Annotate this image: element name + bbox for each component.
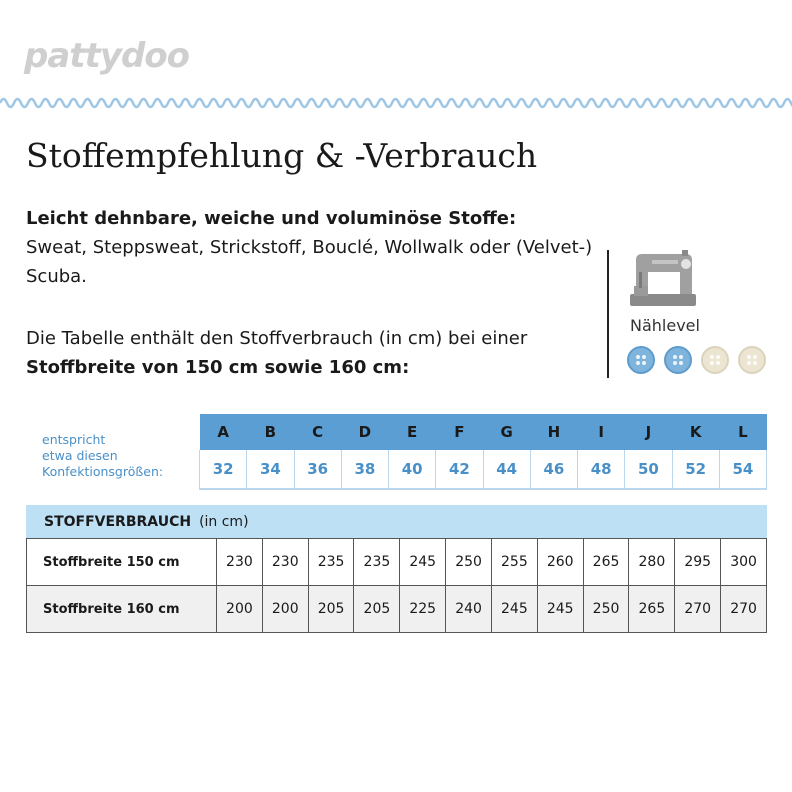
size-letter-cell: G [483, 414, 531, 450]
consumption-value-cell: 245 [490, 585, 538, 633]
consumption-value-cell: 270 [720, 585, 767, 633]
size-number-cell: 34 [246, 450, 295, 490]
table-note: Die Tabelle enthält den Stoffverbrauch (… [26, 324, 596, 382]
consumption-value-cell: 265 [628, 585, 676, 633]
size-number-cell: 50 [624, 450, 673, 490]
consumption-value-cell: 205 [353, 585, 401, 633]
consumption-header: STOFFVERBRAUCH (in cm) [26, 505, 767, 538]
consumption-table: Stoffbreite 150 cm 230 230 235 235 245 250 255 2… [26, 538, 767, 633]
size-letter-cell: D [341, 414, 389, 450]
sewing-machine-icon [630, 250, 696, 306]
table-note-bold: Stoffbreite von 150 cm sowie 160 cm: [26, 357, 410, 378]
consumption-value-cell: 260 [536, 538, 584, 586]
size-number-row: 32 34 36 38 40 42 44 46 48 50 52 54 [198, 450, 768, 490]
size-letter-cell: H [530, 414, 578, 450]
size-letter-cell: K [672, 414, 720, 450]
size-caption-line: entspricht [42, 432, 106, 447]
button-icon [701, 346, 729, 374]
consumption-value-cell: 205 [307, 585, 355, 633]
size-number-cell: 36 [293, 450, 342, 490]
consumption-value-cell: 245 [399, 538, 447, 586]
consumption-value-cell: 270 [674, 585, 722, 633]
sewing-level-rating [627, 346, 766, 374]
size-letter-cell: L [719, 414, 767, 450]
consumption-value-cell: 225 [399, 585, 447, 633]
size-number-cell: 40 [387, 450, 437, 490]
size-number-cell: 46 [529, 450, 579, 490]
button-icon [664, 346, 692, 374]
button-icon [738, 346, 766, 374]
consumption-value-cell: 200 [261, 585, 309, 633]
size-letter-cell: E [388, 414, 436, 450]
consumption-value-cell: 250 [582, 585, 630, 633]
consumption-value-cell: 255 [490, 538, 538, 586]
consumption-value-cell: 235 [353, 538, 401, 586]
consumption-value-cell: 230 [216, 538, 263, 586]
consumption-value-cell: 230 [261, 538, 309, 586]
size-letter-cell: J [624, 414, 672, 450]
size-letter-cell: C [294, 414, 342, 450]
sewing-level-label: Nählevel [630, 316, 700, 335]
table-row: Stoffbreite 150 cm 230 230 235 235 245 250 255 2… [26, 538, 767, 586]
size-number-cell: 38 [340, 450, 390, 490]
size-number-cell: 42 [435, 450, 484, 490]
size-number-cell: 48 [576, 450, 626, 490]
page-title: Stoffempfehlung & -Verbrauch [26, 136, 538, 175]
fabric-description: Leicht dehnbare, weiche und voluminöse S… [26, 204, 596, 291]
consumption-header-title: STOFFVERBRAUCH [44, 513, 192, 530]
size-caption: entspricht etwa diesen Konfektionsgrößen… [42, 432, 163, 480]
consumption-value-cell: 250 [445, 538, 492, 586]
fabric-list: Sweat, Steppsweat, Strickstoff, Bouclé, … [26, 237, 593, 287]
size-number-cell: 44 [482, 450, 531, 490]
size-number-cell: 54 [718, 450, 768, 490]
table-note-text: Die Tabelle enthält den Stoffverbrauch (… [26, 328, 528, 349]
row-label: Stoffbreite 150 cm [26, 538, 217, 586]
button-icon [627, 346, 655, 374]
fabric-intro: Leicht dehnbare, weiche und voluminöse S… [26, 208, 517, 229]
consumption-value-cell: 265 [582, 538, 630, 586]
pattydoo-logo: pattydoo [24, 36, 190, 76]
table-row: Stoffbreite 160 cm 200 200 205 205 225 240 245 2… [26, 585, 767, 633]
size-letter-cell: I [577, 414, 625, 450]
size-letter-cell: A [199, 414, 247, 450]
consumption-value-cell: 295 [674, 538, 722, 586]
consumption-value-cell: 235 [307, 538, 355, 586]
consumption-value-cell: 240 [445, 585, 492, 633]
consumption-value-cell: 280 [628, 538, 676, 586]
consumption-value-cell: 300 [720, 538, 767, 586]
zigzag-divider [0, 97, 792, 109]
size-number-cell: 52 [671, 450, 720, 490]
row-label: Stoffbreite 160 cm [26, 585, 217, 633]
consumption-value-cell: 200 [216, 585, 263, 633]
size-caption-line: Konfektionsgrößen: [42, 464, 164, 479]
size-caption-line: etwa diesen [42, 448, 118, 463]
divider-line [607, 250, 609, 378]
consumption-value-cell: 245 [536, 585, 584, 633]
size-letter-cell: B [246, 414, 294, 450]
size-letter-cell: F [435, 414, 483, 450]
consumption-header-unit: (in cm) [199, 513, 249, 530]
size-number-cell: 32 [198, 450, 248, 490]
